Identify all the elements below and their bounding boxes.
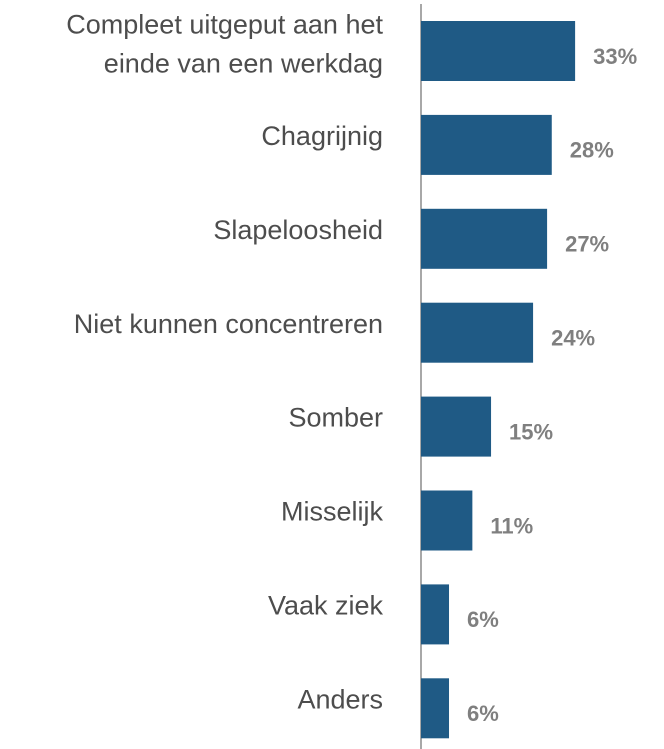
bar — [421, 114, 552, 175]
value-label: 6% — [467, 607, 499, 632]
category-label: Niet kunnen concentreren — [74, 309, 383, 339]
bar — [421, 678, 450, 739]
value-label: 11% — [490, 513, 533, 538]
category-label: Compleet uitgeput aan het einde van een w… — [66, 10, 383, 79]
category-label: Slapeloosheid — [213, 215, 383, 245]
category-label: Chagrijnig — [261, 121, 383, 151]
category-label: Misselijk — [281, 497, 384, 527]
value-label: 15% — [509, 419, 553, 444]
value-label: 6% — [467, 701, 499, 726]
bar — [421, 302, 534, 363]
value-label: 24% — [551, 326, 595, 351]
bar — [421, 208, 548, 269]
category-label: Somber — [288, 403, 383, 433]
bar — [421, 396, 492, 457]
bar — [421, 584, 450, 645]
category-label: Anders — [297, 684, 383, 714]
value-label: 27% — [565, 232, 609, 257]
value-label: 33% — [593, 44, 637, 69]
value-label: 28% — [570, 138, 614, 163]
category-label: Vaak ziek — [268, 591, 384, 621]
bar — [421, 490, 473, 551]
bar — [421, 21, 576, 81]
